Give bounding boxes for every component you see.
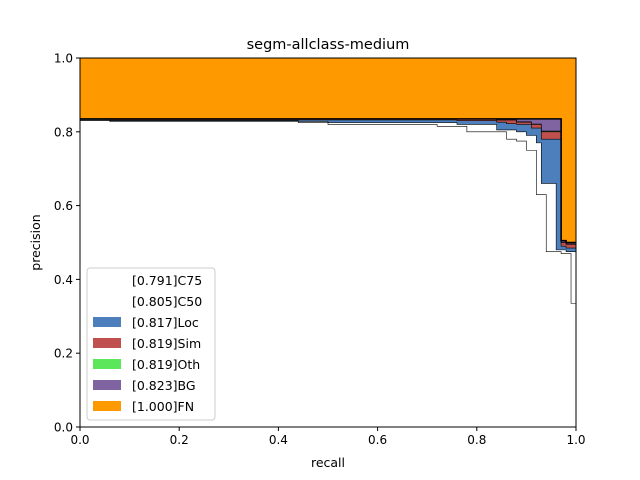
x-tick-label: 0.2 [170,433,189,447]
legend-swatch [93,401,121,411]
x-tick-label: 0.8 [467,433,486,447]
line--0-791-c75 [80,120,576,304]
legend-label: [0.817]Loc [132,315,199,330]
fn-boundary-line [80,118,576,244]
y-axis: 0.0 0.2 0.4 0.6 0.8 1.0 [54,52,80,435]
legend-label: [1.000]FN [132,399,194,414]
y-tick-label: 1.0 [54,52,73,66]
y-tick-label: 0.6 [54,199,73,213]
line--0-805-c50 [80,119,576,253]
y-tick-label: 0.2 [54,347,73,361]
legend-swatch [93,275,121,285]
legend-label: [0.819]Sim [132,336,201,351]
legend-label: [0.823]BG [132,378,196,393]
chart-title: segm-allclass-medium [247,37,410,53]
y-tick-label: 0.0 [54,421,73,435]
legend-swatch [93,338,121,348]
legend-swatch [93,317,121,327]
legend-label: [0.819]Oth [132,357,200,372]
line--0-819-oth [80,118,576,245]
legend: [0.791]C75 [0.805]C50 [0.817]Loc [0.819]Sim… [86,267,216,421]
area--1-000-fn [80,58,576,243]
x-tick-label: 0.0 [70,433,89,447]
legend-swatch [93,359,121,369]
plot-frame [79,57,577,428]
x-axis: 0.0 0.2 0.4 0.6 0.8 1.0 [70,427,586,447]
x-tick-label: 0.6 [368,433,387,447]
y-axis-label: precision [28,214,43,270]
legend-swatch [93,296,121,306]
legend-label: [0.791]C75 [132,273,202,288]
legend-label: [0.805]C50 [132,294,202,309]
legend-swatch [93,380,121,390]
x-tick-label: 1.0 [566,433,585,447]
y-tick-label: 0.8 [54,125,73,139]
x-tick-label: 0.4 [269,433,288,447]
area--0-805-c50 [80,119,576,304]
x-axis-label: recall [311,455,345,470]
y-tick-label: 0.4 [54,273,73,287]
